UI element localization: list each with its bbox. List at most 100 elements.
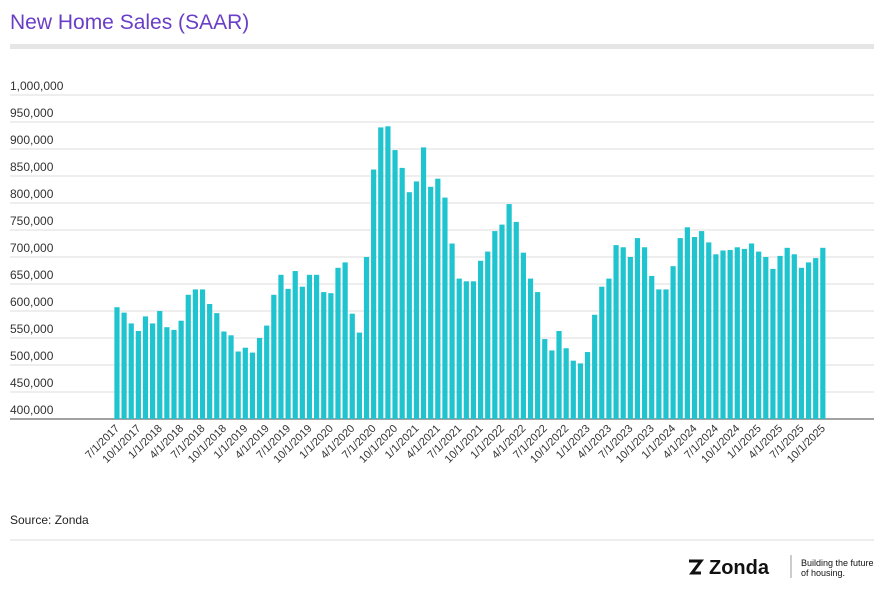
bar — [741, 248, 748, 419]
bar — [428, 186, 434, 419]
bar — [556, 330, 562, 419]
bar — [641, 247, 648, 419]
bar — [477, 260, 484, 419]
bar — [135, 330, 141, 419]
bar — [292, 271, 298, 419]
bar — [278, 274, 284, 419]
bar — [321, 292, 327, 419]
bar — [770, 268, 776, 419]
bar — [185, 294, 191, 419]
bar — [413, 181, 420, 419]
bar — [506, 204, 512, 419]
bar — [128, 323, 134, 419]
y-tick-label: 550,000 — [10, 322, 54, 336]
y-tick-label: 650,000 — [10, 268, 54, 282]
bar — [463, 281, 469, 419]
y-tick-label: 850,000 — [10, 160, 54, 174]
bar — [599, 286, 605, 419]
bar — [214, 313, 220, 419]
bar — [699, 231, 705, 419]
bar — [606, 278, 612, 419]
bar — [684, 227, 690, 419]
bar — [542, 339, 548, 419]
bar — [805, 262, 812, 419]
bar — [584, 352, 591, 419]
bar — [627, 257, 633, 419]
logo-tagline: of housing. — [801, 568, 845, 578]
bar — [549, 350, 555, 419]
bar — [199, 289, 206, 419]
bar — [314, 274, 320, 419]
bar — [727, 249, 733, 419]
bar — [763, 257, 769, 419]
bar — [221, 331, 227, 419]
bar — [342, 262, 348, 419]
source: Source: Zonda — [10, 513, 89, 527]
y-tick-label: 750,000 — [10, 214, 54, 228]
bar — [784, 247, 790, 419]
logo-name: Zonda — [709, 557, 770, 579]
bar — [663, 289, 669, 419]
bar — [748, 243, 755, 419]
bar — [420, 147, 427, 419]
bar — [791, 254, 797, 419]
y-tick-label: 900,000 — [10, 133, 54, 147]
bar — [677, 238, 683, 419]
bar — [513, 221, 519, 419]
bar — [798, 267, 805, 419]
y-tick-label: 800,000 — [10, 187, 54, 201]
bar — [485, 251, 491, 419]
bar — [656, 289, 662, 419]
bar — [378, 127, 384, 420]
y-tick-label: 600,000 — [10, 295, 54, 309]
bar — [335, 267, 341, 419]
bar — [520, 252, 526, 419]
bar — [299, 286, 305, 419]
bar — [256, 338, 263, 419]
bar — [820, 247, 826, 419]
y-tick-label: 1,000,000 — [10, 79, 64, 93]
bar — [442, 197, 448, 419]
logo: Zonda Building the future of housing. — [689, 555, 874, 579]
bar — [527, 278, 534, 419]
bar — [285, 288, 291, 419]
bar — [734, 247, 740, 419]
bar — [249, 352, 256, 419]
bar — [492, 231, 498, 419]
bar — [164, 327, 170, 419]
bar — [178, 320, 184, 419]
chart-title: New Home Sales (SAAR) — [10, 11, 249, 34]
bar — [157, 311, 163, 419]
bar — [449, 243, 455, 419]
bar — [649, 275, 655, 419]
bar — [271, 294, 277, 419]
bar — [563, 348, 569, 419]
bar — [620, 247, 626, 419]
bar — [592, 314, 598, 419]
bar — [392, 150, 398, 419]
bar — [691, 237, 698, 419]
bar — [114, 307, 120, 419]
bar — [570, 360, 576, 419]
y-tick-label: 400,000 — [10, 403, 54, 417]
bar — [242, 347, 248, 419]
y-tick-label: 950,000 — [10, 106, 54, 120]
bar — [228, 335, 234, 419]
bar — [535, 292, 541, 419]
bar — [142, 316, 149, 419]
bar — [706, 242, 712, 419]
bar — [150, 323, 156, 419]
bar — [264, 325, 270, 419]
bar — [406, 192, 412, 419]
bar — [777, 255, 783, 419]
bar — [470, 281, 477, 419]
bar — [670, 266, 676, 419]
bar — [613, 245, 619, 419]
bar — [577, 363, 584, 419]
logo-icon — [689, 559, 704, 575]
bar — [349, 313, 355, 419]
bar — [634, 238, 641, 419]
bar — [356, 332, 362, 419]
y-tick-label: 500,000 — [10, 349, 54, 363]
